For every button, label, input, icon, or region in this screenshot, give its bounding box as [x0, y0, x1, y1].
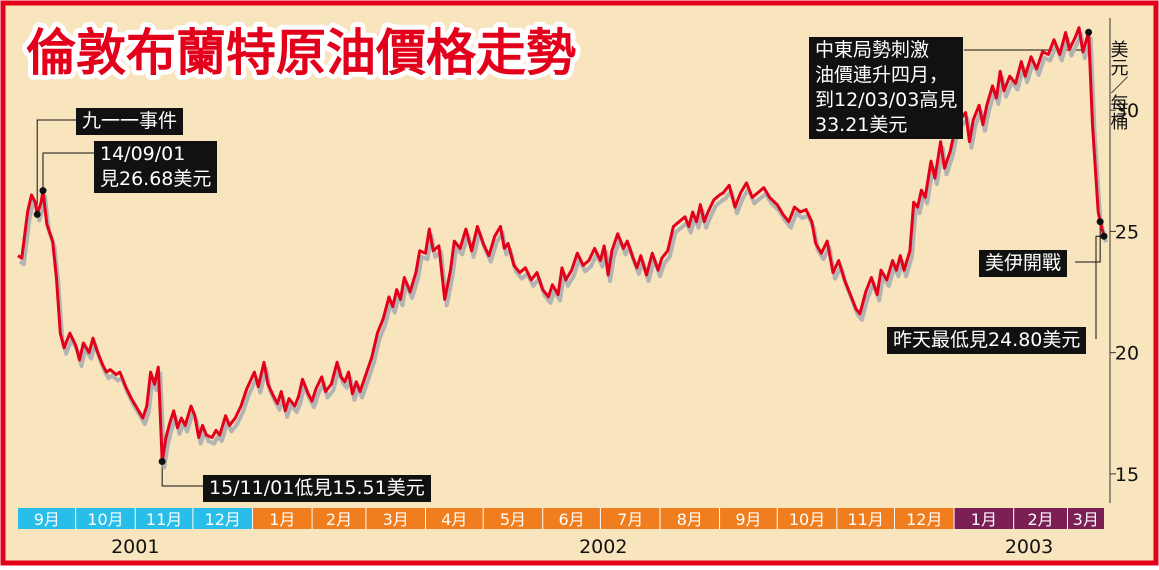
- price-line: [17, 26, 1106, 463]
- month-cell: [312, 508, 366, 529]
- y-tick-label: 25: [1115, 221, 1139, 243]
- month-label: 9月: [34, 510, 60, 529]
- month-label: 6月: [558, 510, 584, 529]
- chart-title: 倫敦布蘭特原油價格走勢: [26, 24, 576, 82]
- month-label: 7月: [617, 510, 643, 529]
- month-cell: [777, 508, 837, 529]
- month-cell: [1013, 508, 1068, 529]
- y-tick-label: 20: [1115, 343, 1139, 365]
- month-cell: [192, 508, 253, 529]
- month-cell: [365, 508, 426, 529]
- year-labels: 2001 2002 2003: [111, 536, 1053, 558]
- month-band: 9月 10月 11月 12月 1月 2月 3月 4月 5月 6月 7月 8月 9月 10月 11月 12月 1月…: [18, 508, 1104, 529]
- month-cell: [894, 508, 955, 529]
- annotation-dot: [39, 187, 47, 195]
- annotation-dot: [1096, 218, 1104, 226]
- month-label: 2月: [1027, 510, 1053, 529]
- month-cell: [542, 508, 601, 529]
- annotation-yesterday-low: 昨天最低見24.80美元: [887, 327, 1087, 354]
- annotation-mar-high: 中東局勢刺激 油價連升四月， 到12/03/03高見 33.21美元: [809, 37, 964, 139]
- month-label: 11月: [847, 510, 883, 529]
- month-label: 4月: [441, 510, 467, 529]
- annotation-dot: [158, 458, 166, 466]
- annotation-nov-low: 15/11/01低見15.51美元: [203, 475, 431, 502]
- annotation-leader: [161, 461, 203, 487]
- month-label: 10月: [87, 510, 123, 529]
- month-cell: [719, 508, 778, 529]
- annotation-leader: [42, 152, 94, 191]
- annotation-911: 九一一事件: [76, 108, 184, 135]
- month-label: 5月: [500, 510, 526, 529]
- month-label: 12月: [205, 510, 241, 529]
- month-label: 3月: [1073, 510, 1099, 529]
- year-label: 2003: [1005, 536, 1053, 558]
- annotation-dot: [1085, 28, 1093, 36]
- annotation-sep-high: 14/09/01 見26.68美元: [94, 141, 218, 193]
- y-axis-label-unit: 美元／每桶: [1108, 40, 1129, 130]
- month-label: 11月: [146, 510, 182, 529]
- annotation-dot: [1100, 232, 1108, 240]
- month-cell: [659, 508, 720, 529]
- month-label: 1月: [269, 510, 295, 529]
- annotation-dots: [33, 28, 1108, 466]
- year-label: 2002: [579, 536, 627, 558]
- title-container: 倫敦布蘭特原油價格走勢: [21, 16, 622, 90]
- month-label: 10月: [789, 510, 825, 529]
- annotation-dot: [33, 210, 41, 218]
- annotation-leader: [36, 119, 76, 215]
- year-label: 2001: [111, 536, 159, 558]
- month-label: 9月: [735, 510, 761, 529]
- month-cell: [75, 508, 136, 529]
- y-tick-label: 30: [1115, 100, 1139, 122]
- month-label: 3月: [383, 510, 409, 529]
- month-cell: [1067, 508, 1104, 529]
- y-tick-label: 15: [1115, 464, 1139, 486]
- month-cell: [600, 508, 660, 529]
- month-label: 2月: [326, 510, 352, 529]
- month-label: 12月: [906, 510, 942, 529]
- annotation-leader: [1075, 221, 1101, 263]
- month-cell: [425, 508, 484, 529]
- month-cell: [483, 508, 543, 529]
- month-cell: [836, 508, 895, 529]
- y-axis-ticks: 15 20 25 30: [1110, 100, 1139, 486]
- month-cell: [18, 508, 76, 529]
- month-cell: [252, 508, 313, 529]
- month-label: 8月: [677, 510, 703, 529]
- price-line-shadow: [18, 31, 1108, 470]
- month-cell: [135, 508, 193, 529]
- month-cell: [954, 508, 1014, 529]
- annotation-war: 美伊開戰: [979, 250, 1068, 277]
- month-label: 1月: [971, 510, 997, 529]
